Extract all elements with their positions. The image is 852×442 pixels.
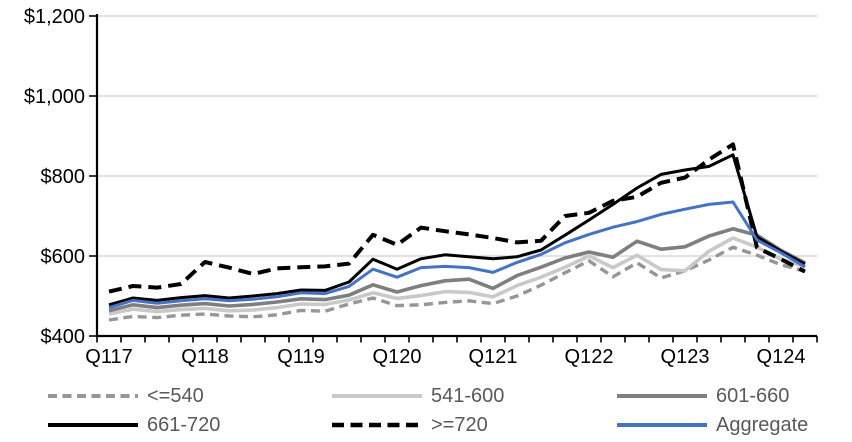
legend-item-aggregate: Aggregate xyxy=(616,413,808,437)
legend-label-601-660: 601-660 xyxy=(716,384,790,407)
series-line-661-720 xyxy=(108,153,806,307)
y-axis-label: $400 xyxy=(41,326,86,348)
series-line->=720 xyxy=(108,142,806,294)
y-axis-label: $1,000 xyxy=(24,86,85,108)
legend-label-lte540: <=540 xyxy=(147,384,204,407)
legend-swatch-gte720 xyxy=(331,420,423,430)
legend-swatch-661-720 xyxy=(47,420,139,430)
legend-swatch-601-660 xyxy=(616,391,708,401)
x-axis-label: Q118 xyxy=(181,346,228,368)
legend-label-541-600: 541-600 xyxy=(431,384,505,407)
legend-label-aggregate: Aggregate xyxy=(716,413,809,436)
legend-item-lte540: <=540 xyxy=(47,384,204,408)
x-axis-label: Q119 xyxy=(277,346,324,368)
x-axis-label: Q123 xyxy=(661,346,710,368)
x-axis-label: Q117 xyxy=(85,346,132,368)
x-axis-label: Q122 xyxy=(565,346,614,368)
series-line-<=540 xyxy=(108,245,806,322)
y-axis-label: $800 xyxy=(41,166,86,188)
legend-swatch-aggregate xyxy=(616,420,708,430)
legend-item-601-660: 601-660 xyxy=(616,384,789,408)
legend-item-541-600: 541-600 xyxy=(331,384,504,408)
legend-item-661-720: 661-720 xyxy=(47,413,220,437)
x-axis-label: Q121 xyxy=(469,346,518,368)
y-axis-label: $1,200 xyxy=(24,6,85,28)
legend-label-661-720: 661-720 xyxy=(147,413,221,436)
series-line-601-660 xyxy=(108,227,806,313)
series-line-Aggregate xyxy=(108,200,806,310)
x-axis-label: Q120 xyxy=(373,346,422,368)
legend-swatch-lte540 xyxy=(47,391,139,401)
legend-swatch-541-600 xyxy=(331,391,423,401)
y-axis-label: $600 xyxy=(41,246,86,268)
legend-item-gte720: >=720 xyxy=(331,413,488,437)
series-line-541-600 xyxy=(108,236,806,316)
x-axis-label: Q124 xyxy=(757,346,806,368)
legend-label-gte720: >=720 xyxy=(431,413,488,436)
